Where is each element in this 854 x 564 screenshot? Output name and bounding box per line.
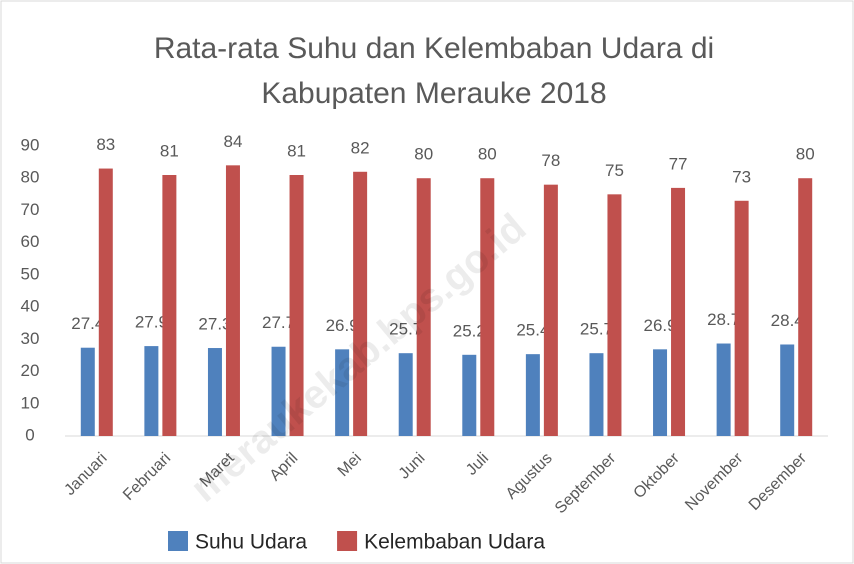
bar	[225, 165, 240, 437]
bar	[207, 348, 222, 436]
y-tick-label: 10	[21, 393, 40, 412]
value-label: 27.7	[262, 313, 295, 332]
bar	[271, 346, 286, 436]
value-label: 75	[605, 161, 624, 180]
y-tick-label: 70	[21, 200, 40, 219]
bar	[480, 178, 495, 436]
value-label: 27.9	[135, 313, 168, 332]
bar	[80, 347, 95, 436]
value-label: 28.7	[707, 310, 740, 329]
bar	[671, 187, 686, 436]
y-tick-label: 90	[21, 135, 40, 154]
bar	[734, 200, 749, 436]
value-label: 27.4	[71, 314, 104, 333]
value-label: 78	[541, 151, 560, 170]
y-tick-label: 0	[25, 425, 34, 444]
value-label: 28.4	[771, 311, 804, 330]
value-label: 81	[287, 141, 306, 160]
value-label: 27.3	[198, 315, 231, 334]
value-label: 82	[351, 138, 370, 157]
bar	[525, 354, 540, 436]
bar	[589, 353, 604, 436]
bar	[98, 168, 113, 437]
value-label: 83	[96, 135, 115, 154]
bar	[543, 184, 558, 436]
bar	[144, 346, 159, 436]
legend-label: Kelembaban Udara	[364, 531, 545, 554]
bar	[398, 353, 413, 436]
legend-label: Suhu Udara	[195, 531, 307, 554]
legend-swatch	[337, 531, 358, 551]
value-label: 25.2	[453, 321, 486, 340]
chart-title: Kabupaten Merauke 2018	[261, 77, 606, 110]
y-tick-label: 40	[21, 297, 40, 316]
bar	[798, 178, 813, 436]
value-label: 26.9	[643, 316, 676, 335]
y-tick-label: 20	[21, 361, 40, 380]
bar	[780, 344, 795, 436]
value-label: 25.4	[516, 321, 549, 340]
bar	[289, 175, 304, 436]
value-label: 84	[223, 132, 242, 151]
bar	[607, 194, 622, 436]
bar	[162, 175, 177, 436]
y-tick-label: 60	[21, 232, 40, 251]
value-label: 25.7	[389, 320, 422, 339]
y-tick-label: 50	[21, 264, 40, 283]
value-label: 26.9	[326, 316, 359, 335]
bar	[353, 171, 368, 436]
y-tick-label: 80	[21, 168, 40, 187]
value-label: 73	[732, 167, 751, 186]
bar	[716, 343, 731, 436]
y-tick-label: 30	[21, 329, 40, 348]
bar	[653, 349, 668, 436]
bar	[335, 349, 350, 436]
bar	[416, 178, 431, 436]
value-label: 80	[796, 145, 815, 164]
legend-swatch	[168, 531, 188, 551]
bar	[462, 354, 477, 436]
value-label: 77	[669, 154, 688, 173]
value-label: 81	[160, 141, 179, 160]
value-label: 25.7	[580, 320, 613, 339]
value-label: 80	[414, 145, 433, 164]
chart-title: Rata-rata Suhu dan Kelembaban Udara di	[154, 32, 714, 65]
value-label: 80	[478, 145, 497, 164]
